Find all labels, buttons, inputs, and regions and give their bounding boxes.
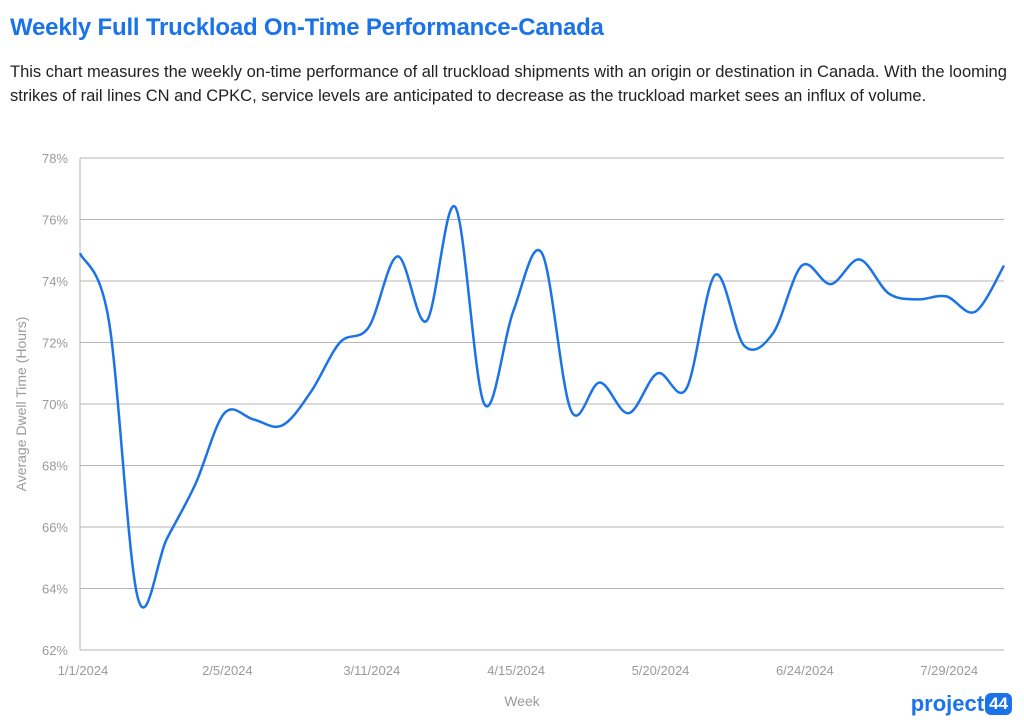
y-tick-label: 76% <box>42 213 68 228</box>
data-point <box>78 251 82 255</box>
data-point <box>222 411 226 415</box>
data-point <box>771 331 775 335</box>
data-point <box>107 319 111 323</box>
data-point <box>194 482 198 486</box>
x-tick-label: 7/29/2024 <box>920 663 978 678</box>
series-line <box>78 205 1006 609</box>
y-tick-label: 68% <box>42 459 68 474</box>
data-point <box>887 291 891 295</box>
line-chart: 62% 64% 66% 68% 70% 72% 74% 76% 78% 1/1/2024 2/5/2… <box>13 151 1006 709</box>
data-point <box>684 387 688 391</box>
data-point <box>656 371 660 375</box>
x-tick-label: 4/15/2024 <box>487 663 545 678</box>
y-tick-label: 72% <box>42 336 68 351</box>
y-axis-title: Average Dwell Time (Hours) <box>13 317 29 492</box>
y-tick-label: 64% <box>42 582 68 597</box>
y-tick-label: 66% <box>42 520 68 535</box>
x-tick-label: 2/5/2024 <box>202 663 253 678</box>
data-point <box>136 596 140 600</box>
data-point <box>280 424 284 428</box>
data-point <box>1002 264 1006 268</box>
x-tick-label: 6/24/2024 <box>776 663 834 678</box>
data-point <box>511 310 515 314</box>
logo-badge: 44 <box>985 693 1012 715</box>
data-point <box>425 319 429 323</box>
data-point <box>742 344 746 348</box>
chart-title: Weekly Full Truckload On-Time Performanc… <box>10 14 604 41</box>
data-point <box>540 251 544 255</box>
data-point <box>973 310 977 314</box>
data-point <box>829 282 833 286</box>
y-tick-label: 74% <box>42 274 68 289</box>
y-tick-label: 78% <box>42 151 68 166</box>
data-point <box>367 325 371 329</box>
data-point <box>396 254 400 258</box>
data-point <box>713 273 717 277</box>
data-point <box>165 537 169 541</box>
data-point <box>944 294 948 298</box>
data-point <box>338 341 342 345</box>
x-tick-label: 3/11/2024 <box>343 663 400 678</box>
data-point <box>800 264 804 268</box>
y-tick-label: 62% <box>42 643 68 658</box>
data-point <box>251 417 255 421</box>
x-axis-title: Week <box>504 693 541 709</box>
chart-description: This chart measures the weekly on-time p… <box>10 63 1007 105</box>
x-tick-label: 5/20/2024 <box>632 663 690 678</box>
data-point <box>627 411 631 415</box>
data-point <box>453 205 457 209</box>
x-tick-label: 1/1/2024 <box>58 663 109 678</box>
data-point <box>309 390 313 394</box>
data-point <box>858 257 862 261</box>
data-point <box>482 402 486 406</box>
data-point <box>569 408 573 412</box>
project44-logo: project 44 <box>911 691 1012 717</box>
data-point <box>598 380 602 384</box>
y-tick-label: 70% <box>42 397 68 412</box>
data-point <box>915 297 919 301</box>
logo-text: project <box>910 691 985 716</box>
